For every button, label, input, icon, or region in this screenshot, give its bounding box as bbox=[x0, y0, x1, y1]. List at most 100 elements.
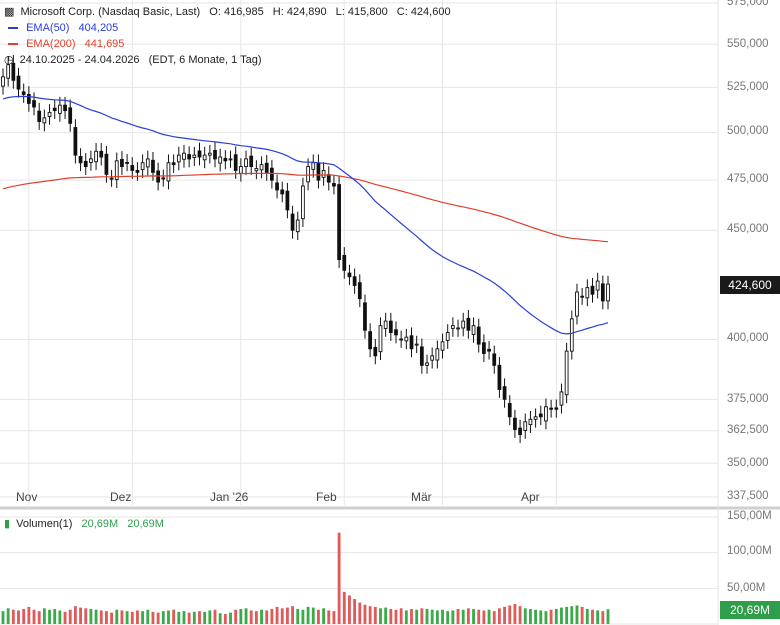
volume-bar bbox=[513, 604, 517, 624]
x-tick: Apr bbox=[521, 490, 540, 504]
candle-body bbox=[564, 350, 569, 396]
volume-bar bbox=[311, 607, 315, 624]
candle-body bbox=[378, 325, 383, 353]
candle-body bbox=[120, 158, 124, 168]
range-info: (EDT, 6 Monate, 1 Tag) bbox=[148, 54, 262, 67]
candle-body bbox=[218, 156, 223, 164]
candle-body bbox=[326, 174, 331, 183]
volume-bar bbox=[249, 610, 253, 624]
candle-body bbox=[182, 152, 186, 160]
candle-body bbox=[316, 162, 321, 181]
volume-bar bbox=[379, 608, 382, 624]
volume-bar bbox=[601, 611, 605, 624]
last-volume-badge: 20,69M bbox=[720, 601, 780, 619]
candle-body bbox=[52, 107, 57, 112]
volume-bar bbox=[585, 609, 589, 624]
candle-body bbox=[513, 417, 517, 430]
candle-body bbox=[492, 353, 497, 366]
volume-bar bbox=[529, 609, 532, 624]
volume-bar bbox=[539, 610, 543, 624]
candle-body bbox=[425, 362, 429, 366]
volume-bar bbox=[348, 595, 351, 624]
volume-bar bbox=[389, 609, 393, 624]
volume-bar bbox=[239, 609, 243, 624]
high-label: H: bbox=[272, 6, 284, 19]
volume-bar bbox=[27, 606, 31, 624]
volume-bar bbox=[89, 609, 93, 624]
volume-bar bbox=[503, 606, 507, 624]
candle-body bbox=[89, 158, 93, 163]
candle-body bbox=[197, 150, 202, 158]
volume-bar bbox=[63, 611, 67, 624]
volume-bar bbox=[456, 609, 460, 624]
candlesticks bbox=[1, 54, 610, 443]
volume-bar bbox=[570, 606, 574, 624]
candle-body bbox=[270, 167, 274, 181]
volume-bar bbox=[17, 610, 20, 624]
candle-body bbox=[342, 254, 347, 271]
candle-body bbox=[223, 157, 228, 162]
volume-bar bbox=[363, 604, 367, 624]
volume-bar bbox=[591, 609, 594, 624]
candle-body bbox=[476, 326, 481, 345]
volume-bar bbox=[606, 609, 610, 624]
candle-body bbox=[306, 166, 310, 183]
volume-bar bbox=[451, 610, 455, 624]
candle-body bbox=[6, 64, 11, 79]
candle-body bbox=[21, 91, 26, 95]
volume-tick: 100,00M bbox=[727, 545, 772, 557]
volume-bar bbox=[125, 611, 129, 624]
volume-bar bbox=[394, 609, 398, 624]
ema50-value: 404,205 bbox=[78, 22, 119, 35]
candle-body bbox=[533, 416, 538, 420]
candle-body bbox=[135, 169, 140, 173]
volume-bar bbox=[141, 611, 145, 624]
candle-body bbox=[347, 272, 352, 278]
volume-bar bbox=[146, 609, 150, 624]
volume-bar bbox=[415, 609, 419, 624]
candle-body bbox=[394, 329, 398, 336]
candle-body bbox=[332, 183, 336, 187]
candle-body bbox=[99, 150, 104, 158]
volume-bar bbox=[254, 611, 258, 624]
candle-body bbox=[238, 166, 243, 174]
volume-bar bbox=[99, 610, 103, 624]
volume-bar bbox=[270, 609, 274, 624]
ema200-value: 441,695 bbox=[84, 38, 125, 51]
candle-body bbox=[497, 364, 502, 390]
y-tick: 500,000 bbox=[727, 125, 769, 137]
candle-body bbox=[482, 342, 486, 354]
volume-bar bbox=[42, 608, 46, 624]
volume-bar bbox=[508, 605, 512, 624]
volume-bar bbox=[534, 609, 538, 624]
volume-bar bbox=[280, 608, 284, 624]
candle-body bbox=[259, 164, 264, 171]
volume-bar bbox=[446, 611, 450, 624]
candle-body bbox=[435, 348, 440, 361]
volume-bar bbox=[32, 609, 36, 624]
candle-body bbox=[311, 162, 316, 170]
volume-bar bbox=[487, 609, 491, 624]
volume-bar bbox=[213, 609, 217, 624]
volume-bar bbox=[353, 599, 357, 624]
candle-body bbox=[11, 62, 16, 81]
volume-value-2: 20,69M bbox=[127, 518, 164, 531]
instrument-title: Microsoft Corp. (Nasdaq Basic, Last) bbox=[20, 6, 201, 19]
volume-bar bbox=[229, 612, 232, 624]
candle-body bbox=[466, 317, 471, 331]
volume-bar bbox=[208, 610, 212, 624]
candle-body bbox=[228, 158, 233, 161]
candle-body bbox=[430, 355, 435, 361]
candle-body bbox=[383, 320, 388, 329]
candle-body bbox=[83, 160, 88, 168]
volume-value: 20,69M bbox=[81, 518, 119, 531]
candle-body bbox=[109, 177, 114, 180]
volume-bar bbox=[580, 606, 584, 624]
candle-body bbox=[414, 343, 419, 346]
candle-body bbox=[290, 213, 295, 231]
volume-tick: 150,00M bbox=[727, 510, 772, 522]
candle-body bbox=[244, 158, 248, 168]
legend-title: ▩ Microsoft Corp. (Nasdaq Basic, Last) O… bbox=[0, 5, 451, 19]
candle-body bbox=[1, 76, 5, 87]
